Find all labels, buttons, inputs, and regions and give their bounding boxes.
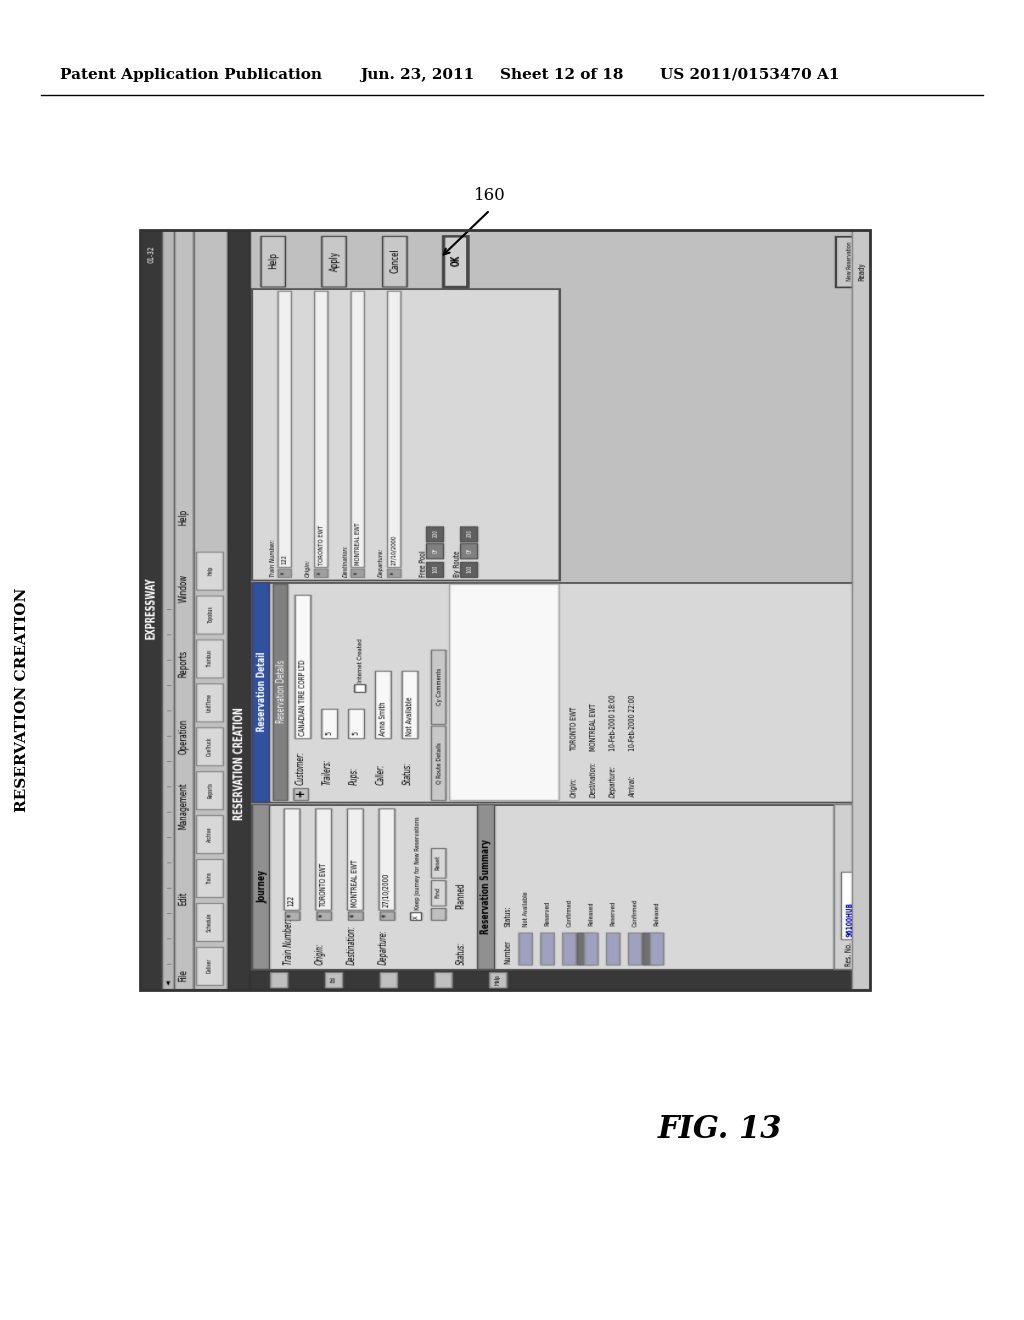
Text: RESERVATION CREATION: RESERVATION CREATION [15,587,29,812]
Text: FIG. 13: FIG. 13 [657,1114,782,1146]
Text: Patent Application Publication: Patent Application Publication [60,69,322,82]
Text: Sheet 12 of 18: Sheet 12 of 18 [500,69,624,82]
Text: Jun. 23, 2011: Jun. 23, 2011 [360,69,474,82]
Text: 160: 160 [474,186,506,203]
Bar [140,230,870,990]
Text: US 2011/0153470 A1: US 2011/0153470 A1 [660,69,840,82]
